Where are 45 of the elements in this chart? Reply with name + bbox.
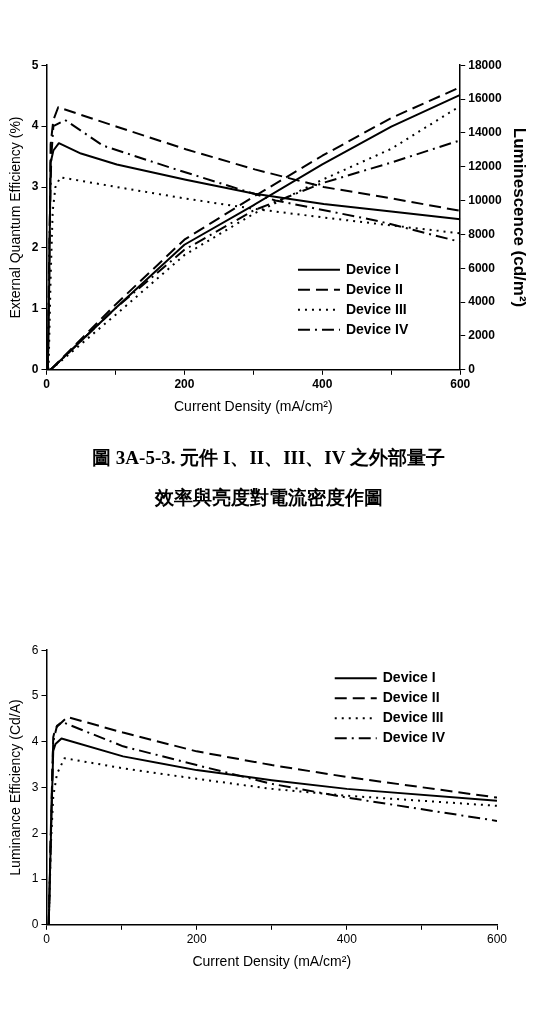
x-tick-label: 0 [43,932,51,947]
y2-tick-label: 0 [468,362,476,377]
x-tick-label: 200 [186,932,207,947]
y-tick-label: 3 [31,779,39,794]
y-tick-label: 1 [31,871,39,886]
x-tick-label: 0 [43,377,51,392]
y-tick-label: 1 [31,301,39,316]
x-tick-label: 600 [486,932,508,947]
y2-tick-label: 2000 [468,328,496,343]
y-tick-label: 0 [31,362,39,377]
y-axis-title: External Quantum Efficiency (%) [7,116,24,319]
legend-label: Device II [345,280,403,297]
y2-tick-label: 4000 [468,294,496,309]
y-tick-label: 5 [31,57,39,72]
y-axis-title: Luminance Efficiency (Cd/A) [7,699,24,876]
y2-tick-label: 12000 [468,159,502,174]
caption: 圖 3A-5-3. 元件 I、II、III、IV 之外部量子效率與亮度對電流密度作圖 [91,446,446,510]
x-axis-title: Current Density (mA/cm²) [174,398,333,415]
y2-tick-label: 10000 [468,192,502,207]
legend-label: Device I [345,260,399,277]
legend-label: Device II [382,689,440,706]
y-tick-label: 0 [31,917,39,932]
x-tick-label: 400 [336,932,358,947]
x-tick-label: 200 [174,377,195,392]
x-axis-title: Current Density (mA/cm²) [192,953,352,970]
legend-label: Device IV [345,320,409,337]
legend-label: Device III [382,709,444,726]
legend-label: Device IV [382,729,446,746]
y-tick-label: 6 [31,642,39,657]
y2-tick-label: 14000 [468,125,502,140]
y2-tick-label: 6000 [468,260,496,275]
y-tick-label: 4 [31,734,39,749]
y2-tick-label: 8000 [468,226,496,241]
legend-label: Device III [345,300,407,317]
y-tick-label: 5 [31,688,39,703]
y-tick-label: 2 [31,825,39,840]
y-tick-label: 4 [31,118,39,133]
y-tick-label: 3 [31,179,39,194]
y2-axis-title: Luminescence (cd/m²) [510,127,530,308]
legend-label: Device I [382,669,436,686]
y2-tick-label: 16000 [468,91,502,106]
y-tick-label: 2 [31,240,39,255]
y2-tick-label: 18000 [468,57,502,72]
x-tick-label: 400 [312,377,333,392]
x-tick-label: 600 [450,377,471,392]
